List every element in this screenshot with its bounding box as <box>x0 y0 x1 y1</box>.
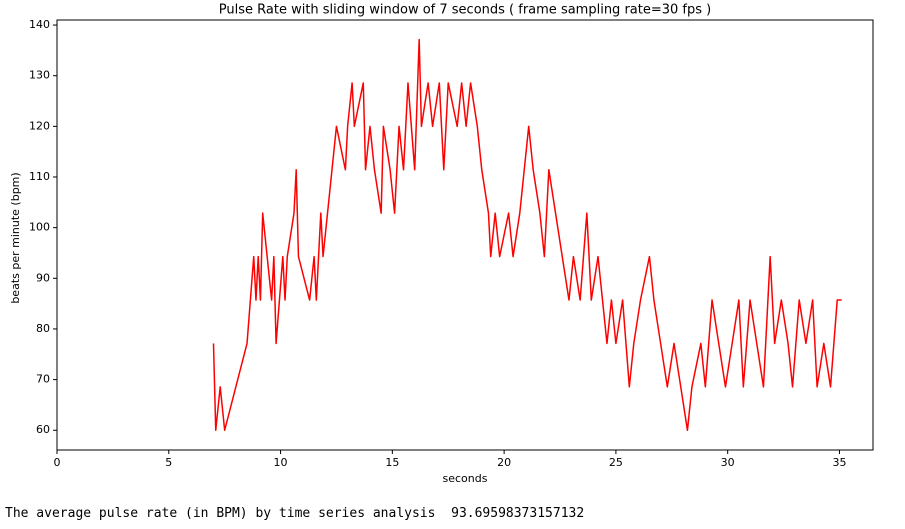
x-tick-label: 25 <box>609 456 623 469</box>
y-tick-label: 60 <box>36 423 50 436</box>
x-tick-label: 30 <box>721 456 735 469</box>
x-tick-label: 35 <box>832 456 846 469</box>
y-tick-label: 130 <box>29 69 50 82</box>
y-tick-label: 120 <box>29 119 50 132</box>
x-tick-label: 20 <box>497 456 511 469</box>
y-tick-label: 100 <box>29 221 50 234</box>
chart: Pulse Rate with sliding window of 7 seco… <box>9 3 874 485</box>
y-axis-label: beats per minute (bpm) <box>9 172 22 303</box>
y-tick-label: 90 <box>36 271 50 284</box>
y-tick-label: 80 <box>36 322 50 335</box>
output-text: The average pulse rate (in BPM) by time … <box>5 506 585 521</box>
chart-title: Pulse Rate with sliding window of 7 seco… <box>219 3 711 18</box>
x-tick-label: 5 <box>165 456 172 469</box>
y-tick-label: 110 <box>29 170 50 183</box>
data-line <box>212 38 842 431</box>
x-tick-label: 10 <box>274 456 288 469</box>
x-axis-label: seconds <box>443 472 488 485</box>
x-tick-label: 15 <box>385 456 399 469</box>
y-tick-label: 140 <box>29 18 50 31</box>
plot-frame <box>56 19 874 451</box>
x-tick-label: 0 <box>54 456 61 469</box>
y-tick-label: 70 <box>36 373 50 386</box>
